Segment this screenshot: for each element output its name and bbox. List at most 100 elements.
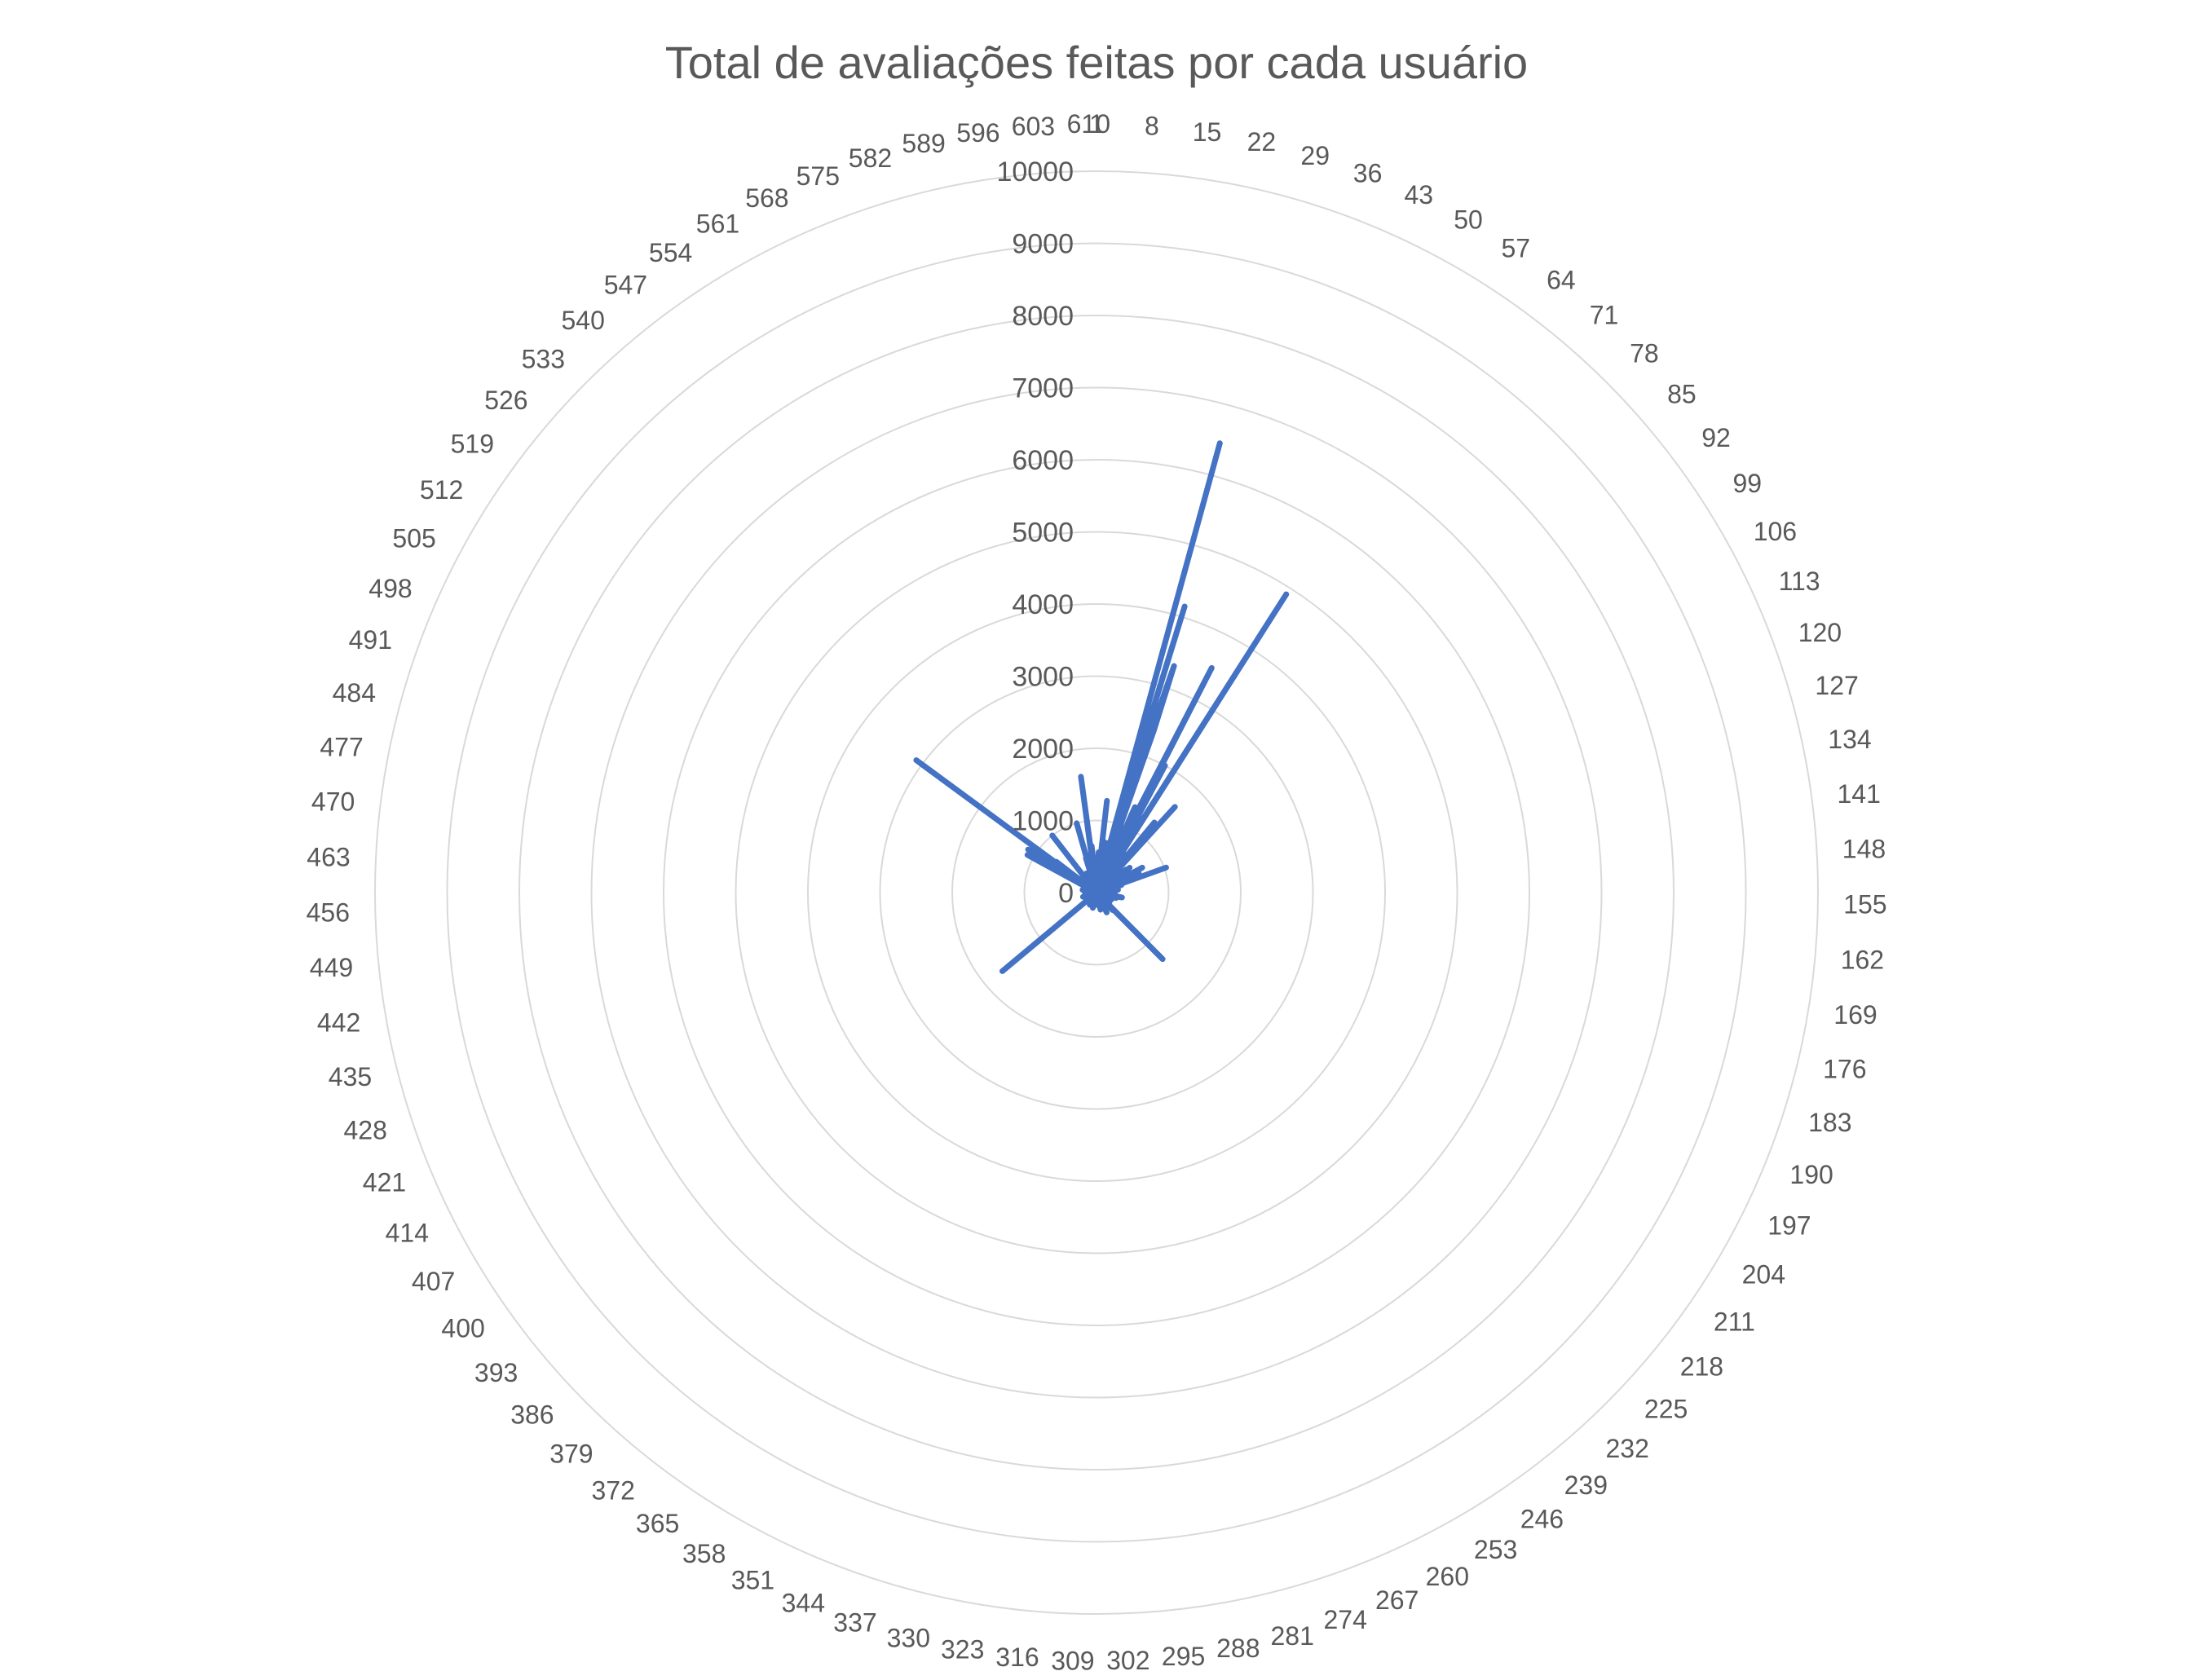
category-label-484: 484 (333, 678, 376, 708)
category-label-561: 561 (696, 209, 739, 238)
category-label-141: 141 (1838, 779, 1881, 809)
category-label-323: 323 (941, 1635, 984, 1665)
category-label-64: 64 (1547, 266, 1576, 295)
tick-label-3000: 3000 (1012, 662, 1074, 693)
category-label-358: 358 (682, 1539, 726, 1568)
category-label-330: 330 (887, 1623, 930, 1652)
grid-ring-5000 (735, 531, 1458, 1254)
category-label-162: 162 (1841, 946, 1884, 975)
category-label-344: 344 (782, 1589, 825, 1618)
grid-ring-10000 (374, 170, 1819, 1615)
category-label-547: 547 (604, 271, 647, 300)
category-label-519: 519 (451, 430, 494, 459)
category-label-302: 302 (1106, 1646, 1149, 1675)
category-label-463: 463 (307, 842, 350, 871)
category-label-113: 113 (1779, 567, 1820, 596)
category-label-372: 372 (592, 1475, 635, 1505)
category-label-190: 190 (1789, 1160, 1833, 1189)
category-label-1: 1 (1089, 109, 1104, 139)
category-label-50: 50 (1454, 205, 1483, 235)
category-label-470: 470 (311, 787, 355, 817)
category-label-211: 211 (1714, 1307, 1755, 1336)
category-label-449: 449 (310, 953, 353, 982)
category-labels: 1 8 15 22 2936435057647178859299106113120127… (307, 109, 1887, 1676)
grid-ring-7000 (590, 386, 1603, 1399)
tick-label-1000: 1000 (1012, 806, 1074, 837)
category-label-274: 274 (1324, 1605, 1367, 1634)
category-label-78: 78 (1630, 338, 1659, 368)
grid-ring-6000 (663, 459, 1530, 1326)
series-line-0 (913, 440, 1290, 974)
tick-label-2000: 2000 (1012, 734, 1074, 765)
category-label-407: 407 (412, 1267, 455, 1296)
grid-ring-8000 (518, 315, 1675, 1471)
chart-title: Total de avaliações feitas por cada usuá… (665, 37, 1528, 88)
category-label-428: 428 (344, 1115, 387, 1144)
category-label-22: 22 (1247, 127, 1277, 157)
category-label-337: 337 (833, 1607, 876, 1637)
grid-ring-9000 (446, 242, 1747, 1543)
category-label-148: 148 (1842, 835, 1886, 864)
category-label-379: 379 (549, 1440, 593, 1469)
category-label-176: 176 (1823, 1055, 1866, 1084)
category-label-603: 603 (1012, 112, 1055, 141)
category-label-92: 92 (1701, 423, 1731, 452)
category-label-295: 295 (1162, 1642, 1205, 1671)
category-label-29: 29 (1300, 141, 1330, 170)
category-label-120: 120 (1798, 618, 1842, 647)
category-label-218: 218 (1680, 1351, 1723, 1381)
series-layer (913, 440, 1290, 974)
category-label-246: 246 (1520, 1505, 1564, 1534)
category-label-106: 106 (1754, 517, 1797, 546)
category-label-43: 43 (1405, 180, 1434, 209)
category-label-57: 57 (1502, 234, 1531, 263)
category-label-134: 134 (1828, 725, 1871, 754)
category-label-71: 71 (1590, 301, 1619, 330)
category-label-414: 414 (386, 1218, 429, 1247)
category-label-8: 8 (1145, 112, 1159, 141)
category-label-288: 288 (1216, 1634, 1260, 1663)
grid-ring-4000 (807, 603, 1386, 1182)
category-label-456: 456 (307, 897, 350, 927)
grid-ring-3000 (879, 675, 1314, 1110)
category-label-232: 232 (1606, 1434, 1649, 1463)
category-label-589: 589 (902, 129, 945, 158)
category-label-267: 267 (1375, 1585, 1419, 1615)
tick-label-7000: 7000 (1012, 373, 1074, 404)
category-label-533: 533 (522, 344, 565, 373)
category-label-386: 386 (510, 1400, 554, 1430)
category-label-281: 281 (1271, 1621, 1314, 1651)
category-label-127: 127 (1815, 671, 1858, 700)
category-label-491: 491 (349, 625, 392, 655)
category-label-582: 582 (849, 143, 892, 173)
category-label-169: 169 (1833, 1000, 1877, 1030)
tick-label-0: 0 (1058, 878, 1074, 909)
category-label-554: 554 (649, 238, 692, 267)
tick-label-6000: 6000 (1012, 445, 1074, 476)
category-label-155: 155 (1843, 890, 1886, 919)
tick-label-8000: 8000 (1012, 301, 1074, 332)
category-label-204: 204 (1742, 1260, 1785, 1290)
category-label-421: 421 (363, 1167, 406, 1197)
category-label-526: 526 (484, 386, 527, 415)
grid-ring-2000 (951, 747, 1242, 1038)
category-label-596: 596 (956, 118, 999, 148)
tick-label-10000: 10000 (996, 157, 1074, 187)
category-label-540: 540 (562, 306, 605, 335)
category-label-575: 575 (796, 161, 840, 191)
category-label-85: 85 (1667, 380, 1697, 409)
category-label-197: 197 (1767, 1211, 1811, 1241)
category-label-610: 610 (1067, 109, 1110, 139)
tick-label-9000: 9000 (1012, 229, 1074, 260)
category-label-15: 15 (1193, 117, 1222, 147)
category-label-435: 435 (329, 1062, 372, 1091)
category-label-99: 99 (1733, 469, 1763, 498)
category-label-260: 260 (1426, 1562, 1469, 1591)
radial-tick-labels: 0 1000 2000 3000 4000 5000 6000 7000 8000 9000 100… (996, 157, 1074, 909)
category-label-239: 239 (1564, 1471, 1608, 1500)
category-label-225: 225 (1644, 1394, 1688, 1423)
tick-label-4000: 4000 (1012, 589, 1074, 620)
category-label-477: 477 (320, 732, 363, 761)
category-label-512: 512 (420, 475, 463, 505)
